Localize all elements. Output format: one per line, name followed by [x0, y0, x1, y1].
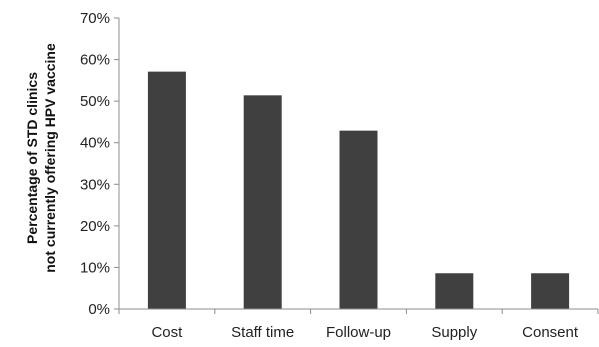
- bar: [147, 71, 186, 310]
- bar: [339, 130, 378, 309]
- y-axis-title: Percentage of STD clinics not currently …: [24, 43, 58, 273]
- x-category-label: Cost: [151, 324, 183, 341]
- x-category-label: Staff time: [231, 324, 294, 341]
- y-tick-label: 0%: [88, 301, 110, 318]
- x-axis-labels: Cost Staff time Follow-up Supply Consent: [151, 324, 578, 341]
- bar: [435, 273, 474, 309]
- y-axis-title-line-1: Percentage of STD clinics: [24, 72, 40, 244]
- y-axis-title-line-2: not currently offering HPV vaccine: [42, 43, 58, 273]
- x-category-label: Consent: [522, 324, 579, 341]
- x-category-label: Supply: [431, 324, 477, 341]
- bars: [147, 71, 570, 310]
- x-category-label: Follow-up: [326, 324, 391, 341]
- y-tick-label: 40%: [80, 135, 110, 152]
- y-axis-ticks: 0% 10% 20% 30% 40% 50% 60% 70%: [80, 10, 119, 318]
- y-tick-label: 30%: [80, 176, 110, 193]
- y-tick-label: 10%: [80, 259, 110, 276]
- y-tick-label: 60%: [80, 52, 110, 69]
- bar: [531, 273, 570, 309]
- y-tick-label: 50%: [80, 93, 110, 110]
- bar: [243, 95, 282, 309]
- y-tick-label: 20%: [80, 218, 110, 235]
- y-tick-label: 70%: [80, 10, 110, 27]
- axes: [118, 18, 599, 314]
